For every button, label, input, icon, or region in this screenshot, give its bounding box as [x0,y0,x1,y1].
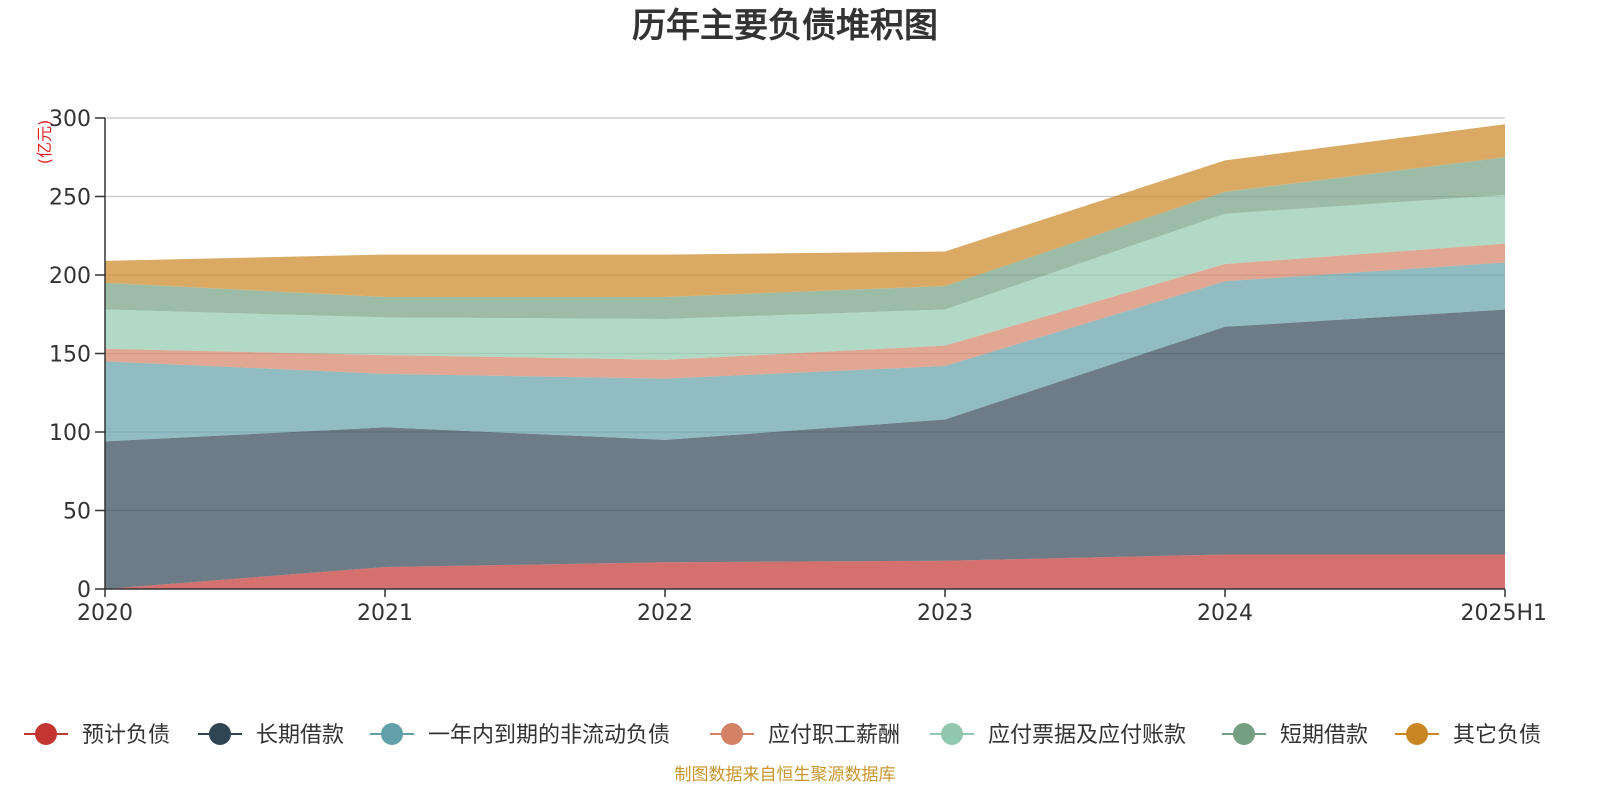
area-series-1 [105,309,1505,589]
legend-item-0[interactable]: 预计负债 [24,723,170,748]
legend-label: 预计负债 [82,723,170,748]
legend-item-5[interactable]: 短期借款 [1222,723,1368,748]
area-series-2 [105,262,1505,442]
area-series-5 [105,157,1505,319]
legend-marker [1233,723,1255,745]
y-tick-label: 100 [49,421,91,446]
legend-item-6[interactable]: 其它负债 [1395,723,1541,748]
y-tick-label: 50 [63,500,91,525]
legend-item-4[interactable]: 应付票据及应付账款 [930,723,1186,748]
area-series [105,124,1505,589]
legend-marker [209,723,231,745]
legend-label: 短期借款 [1280,723,1368,748]
area-series-4 [105,194,1505,360]
legend-marker [35,723,57,745]
legend-marker [1406,723,1428,745]
x-tick-label: 2023 [917,601,973,626]
y-tick-label: 200 [49,264,91,289]
legend-label: 应付职工薪酬 [768,723,900,748]
area-series-3 [105,243,1505,379]
legend: 预计负债 长期借款 一年内到期的非流动负债 应付职工薪酬 应付票据及应付账款 短期借款 其它… [24,723,1541,748]
legend-item-1[interactable]: 长期借款 [198,723,344,748]
y-axis-unit-label: (亿元) [35,120,54,165]
legend-label: 一年内到期的非流动负债 [428,723,670,748]
legend-marker [721,723,743,745]
y-tick-label: 250 [49,186,91,211]
x-tick-label: 2024 [1197,601,1253,626]
x-tick-label: 2021 [357,601,413,626]
legend-marker [381,723,403,745]
y-tick-label: 0 [77,578,91,603]
area-series-0 [105,554,1505,589]
axes: 0 50 100 150 200 250 300 2020 2021 2022 2023 2024 20… [49,107,1547,626]
x-tick-label: 2020 [77,601,133,626]
chart-title: 历年主要负债堆积图 [632,6,938,46]
legend-label: 应付票据及应付账款 [988,723,1186,748]
x-tick-label: 2025H1 [1460,601,1547,626]
legend-item-2[interactable]: 一年内到期的非流动负债 [370,723,670,748]
x-tick-label: 2022 [637,601,693,626]
source-note: 制图数据来自恒生聚源数据库 [675,765,896,785]
y-tick-label: 300 [49,107,91,132]
area-series-6 [105,124,1505,297]
legend-marker [941,723,963,745]
y-tick-label: 150 [49,343,91,368]
legend-item-3[interactable]: 应付职工薪酬 [710,723,900,748]
legend-label: 长期借款 [256,723,344,748]
legend-label: 其它负债 [1453,723,1541,748]
